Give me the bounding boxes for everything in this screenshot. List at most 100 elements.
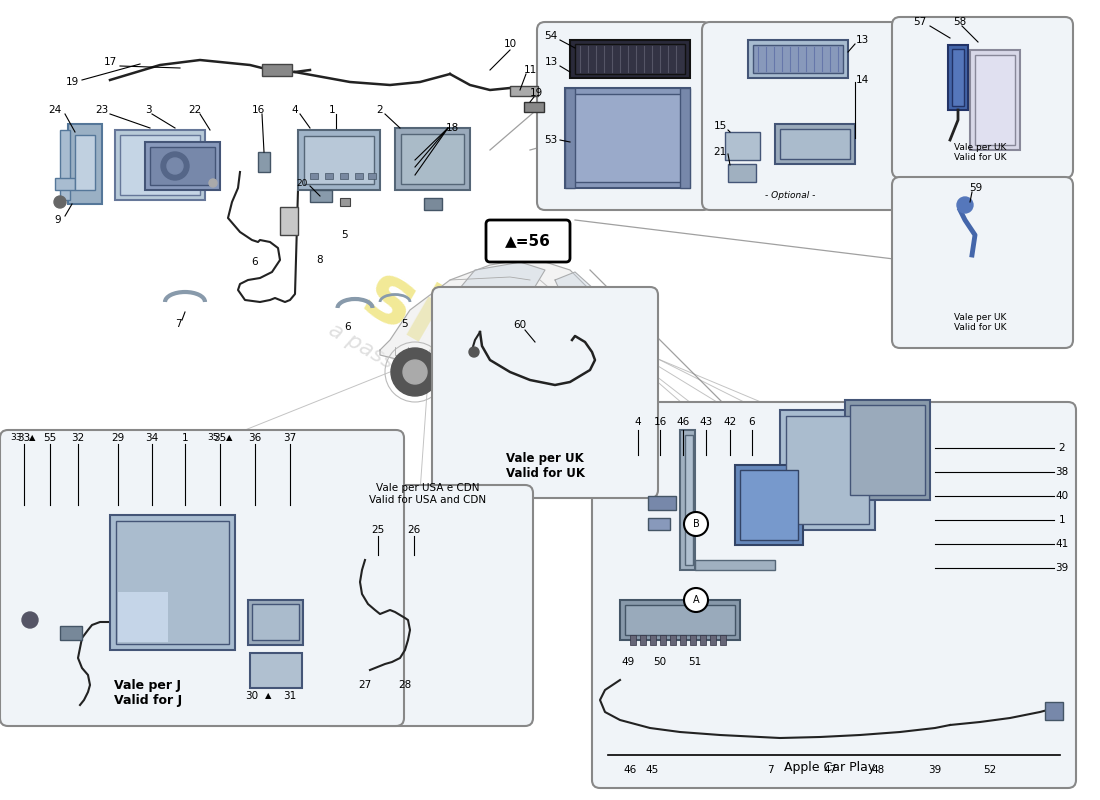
Text: Apple Car Play: Apple Car Play (784, 761, 876, 774)
Text: 13: 13 (544, 57, 558, 67)
Text: 6: 6 (344, 322, 351, 332)
Text: Vale per UK
Valid for UK: Vale per UK Valid for UK (954, 142, 1007, 162)
Text: 58: 58 (954, 17, 967, 27)
Circle shape (390, 348, 439, 396)
FancyBboxPatch shape (892, 177, 1072, 348)
Text: 7: 7 (767, 765, 773, 775)
Bar (250, 653, 303, 688)
Text: 13: 13 (856, 35, 869, 45)
Text: 39: 39 (1055, 563, 1068, 573)
Text: 55: 55 (43, 433, 56, 443)
Text: 21: 21 (714, 147, 727, 157)
Bar (728, 164, 756, 182)
Text: 22: 22 (188, 105, 201, 115)
Circle shape (469, 347, 478, 357)
Circle shape (403, 360, 427, 384)
Bar (1045, 702, 1063, 720)
Bar (786, 416, 869, 524)
Bar (258, 152, 270, 172)
Text: 52: 52 (983, 765, 997, 775)
Circle shape (553, 350, 597, 394)
Bar (700, 635, 706, 645)
Text: ▲: ▲ (29, 434, 35, 442)
Text: 28: 28 (398, 680, 411, 690)
Text: 32: 32 (72, 433, 85, 443)
Text: 14: 14 (856, 75, 869, 85)
Text: since 1985: since 1985 (350, 254, 811, 566)
Text: ▲: ▲ (265, 691, 272, 701)
Text: 3: 3 (145, 105, 152, 115)
Text: 5: 5 (402, 319, 408, 329)
Text: 47: 47 (824, 765, 837, 775)
Bar (110, 515, 235, 650)
Bar (754, 45, 843, 73)
Bar (948, 45, 968, 110)
Circle shape (161, 152, 189, 180)
Text: 34: 34 (145, 433, 158, 443)
Text: 6: 6 (749, 417, 756, 427)
Bar (776, 124, 855, 164)
Bar (952, 49, 964, 106)
Text: 29: 29 (111, 433, 124, 443)
Text: - Optional -: - Optional - (764, 190, 815, 199)
Text: 46: 46 (624, 765, 637, 775)
Text: 2: 2 (376, 105, 383, 115)
Text: Vale per UK
Valid for UK: Vale per UK Valid for UK (506, 452, 584, 480)
FancyBboxPatch shape (702, 22, 903, 210)
Bar (510, 86, 538, 96)
Bar (116, 521, 229, 644)
FancyBboxPatch shape (892, 17, 1072, 178)
Text: 53: 53 (544, 135, 558, 145)
Bar (252, 604, 299, 640)
Text: 1: 1 (329, 105, 336, 115)
Circle shape (167, 158, 183, 174)
Bar (575, 44, 685, 74)
Bar (710, 635, 716, 645)
Bar (680, 635, 686, 645)
Circle shape (684, 512, 708, 536)
Text: 4: 4 (635, 417, 641, 427)
Text: 1: 1 (182, 433, 188, 443)
Text: 37: 37 (284, 433, 297, 443)
Bar (340, 198, 350, 206)
Text: 15: 15 (714, 121, 727, 131)
Text: 45: 45 (646, 765, 659, 775)
Bar (725, 132, 760, 160)
Bar (680, 88, 690, 188)
Text: 5: 5 (342, 230, 349, 240)
FancyBboxPatch shape (537, 22, 711, 210)
Text: 41: 41 (1055, 539, 1068, 549)
Text: 11: 11 (524, 65, 537, 75)
Bar (298, 130, 380, 190)
Text: 1: 1 (1058, 515, 1065, 525)
Bar (395, 128, 470, 190)
Bar (640, 635, 646, 645)
Text: 26: 26 (407, 525, 420, 535)
Text: 33: 33 (10, 434, 22, 442)
Circle shape (957, 197, 974, 213)
Text: 18: 18 (446, 123, 459, 133)
Text: 2: 2 (1058, 443, 1065, 453)
Text: 39: 39 (928, 765, 942, 775)
Bar (780, 410, 874, 530)
Bar (850, 405, 925, 495)
Polygon shape (450, 262, 544, 302)
Bar (625, 605, 735, 635)
Text: 46: 46 (676, 417, 690, 427)
Bar (648, 496, 676, 510)
Text: 19: 19 (65, 77, 78, 87)
Text: 40: 40 (1055, 491, 1068, 501)
Text: Vale per USA e CDN
Valid for USA and CDN: Vale per USA e CDN Valid for USA and CDN (370, 483, 486, 505)
Text: 59: 59 (969, 183, 982, 193)
Circle shape (684, 588, 708, 612)
Bar (695, 560, 776, 570)
Text: 57: 57 (913, 17, 926, 27)
Bar (355, 173, 363, 179)
Bar (424, 198, 442, 210)
Bar (68, 124, 102, 204)
FancyBboxPatch shape (0, 430, 404, 726)
Bar (402, 134, 464, 184)
Text: 17: 17 (103, 57, 117, 67)
Text: 43: 43 (700, 417, 713, 427)
Text: Vale per J
Valid for J: Vale per J Valid for J (114, 679, 183, 707)
